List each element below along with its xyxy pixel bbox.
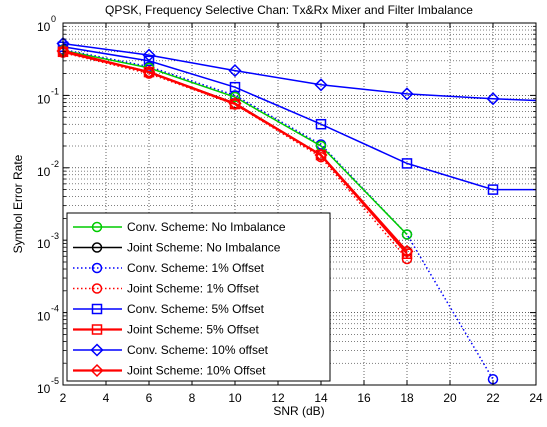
legend-box xyxy=(66,212,331,382)
data-point xyxy=(229,98,241,110)
data-point xyxy=(401,253,413,265)
data-point xyxy=(228,64,242,78)
y-tick-label-exponent: -2 xyxy=(51,159,59,169)
y-tick-label: 10-2 xyxy=(37,159,59,179)
x-tick-label: 22 xyxy=(486,391,500,405)
x-tick-label: 2 xyxy=(60,391,67,405)
series-line xyxy=(62,48,494,380)
y-tick-label-base: 10 xyxy=(37,237,51,251)
y-tick-label-exponent: -5 xyxy=(51,376,59,386)
legend-label: Conv. Scheme: 5% Offset xyxy=(127,302,265,316)
data-point xyxy=(401,229,413,240)
y-tick-label: 10-3 xyxy=(37,231,59,251)
axis-ticks xyxy=(62,22,537,386)
data-point xyxy=(91,242,103,253)
y-tick-label-exponent: -3 xyxy=(51,231,59,241)
data-point xyxy=(91,303,103,315)
legend-label: Joint Scheme: 10% Offset xyxy=(127,364,266,378)
legend-label: Joint Scheme: 5% Offset xyxy=(127,323,260,337)
x-tick-label: 4 xyxy=(103,391,110,405)
data-point xyxy=(401,158,413,169)
y-axis-label: Symbol Error Rate xyxy=(11,154,25,253)
data-point xyxy=(401,248,413,259)
data-point xyxy=(229,81,241,93)
x-tick-label: 16 xyxy=(357,391,371,405)
legend-entry: Conv. Scheme: 5% Offset xyxy=(73,302,265,316)
y-tick-label-base: 10 xyxy=(37,165,51,179)
data-point xyxy=(91,262,103,274)
legend-label: Joint Scheme: No Imbalance xyxy=(127,241,281,255)
data-point xyxy=(91,324,103,335)
x-tick-label: 24 xyxy=(529,391,543,405)
y-tick-label: 10-5 xyxy=(37,376,59,396)
plot-frame xyxy=(62,22,537,386)
series-line xyxy=(62,49,408,236)
series-line xyxy=(62,51,408,260)
legend: Conv. Scheme: No Imbalance Joint Scheme: … xyxy=(66,212,331,382)
data-point xyxy=(315,118,327,130)
y-tick-label-exponent: 0 xyxy=(51,14,56,24)
y-tick-label: 10-4 xyxy=(37,304,59,324)
data-point xyxy=(487,184,499,195)
x-tick-label: 10 xyxy=(228,391,242,405)
data-point xyxy=(91,221,103,233)
data-point xyxy=(142,48,156,62)
y-tick-label-exponent: -4 xyxy=(51,304,59,314)
legend-entry: Joint Scheme: 5% Offset xyxy=(73,323,260,337)
series-layer xyxy=(56,37,537,385)
y-tick-label: 10-1 xyxy=(37,86,59,106)
y-tick-label-base: 10 xyxy=(37,382,51,396)
x-tick-label: 12 xyxy=(271,391,285,405)
x-axis-label: SNR (dB) xyxy=(273,404,324,418)
y-tick-label-base: 10 xyxy=(37,92,51,106)
chart-title: QPSK, Frequency Selective Chan: Tx&Rx Mi… xyxy=(105,3,473,17)
legend-entry: Joint Scheme: No Imbalance xyxy=(73,241,281,255)
data-point xyxy=(90,363,104,378)
series-5 xyxy=(57,46,413,259)
x-tick-label: 8 xyxy=(189,391,196,405)
y-tick-label-base: 10 xyxy=(37,310,51,324)
y-tick-label-base: 10 xyxy=(37,20,51,34)
data-point xyxy=(314,78,328,92)
legend-entry: Joint Scheme: 1% Offset xyxy=(73,282,260,296)
data-point xyxy=(143,55,155,67)
data-point xyxy=(486,92,500,106)
legend-entry: Joint Scheme: 10% Offset xyxy=(73,364,266,378)
series-line xyxy=(62,50,408,255)
legend-label: Conv. Scheme: No Imbalance xyxy=(127,220,286,234)
legend-entry: Conv. Scheme: 1% Offset xyxy=(73,261,265,275)
legend-entry: Conv. Scheme: No Imbalance xyxy=(73,220,286,234)
data-point xyxy=(91,283,103,294)
y-tick-label-exponent: -1 xyxy=(51,86,59,96)
legend-label: Conv. Scheme: 1% Offset xyxy=(127,261,265,275)
data-point xyxy=(229,91,241,103)
data-point xyxy=(90,343,104,357)
data-point xyxy=(315,149,327,161)
legend-entry: Conv. Scheme: 10% offset xyxy=(73,343,269,357)
legend-label: Joint Scheme: 1% Offset xyxy=(127,282,260,296)
y-tick-label: 100 xyxy=(37,14,56,34)
x-axis-tick-labels: 2 4 6 8 10 12 14 16 18 20 22 24 xyxy=(60,391,543,405)
x-tick-label: 6 xyxy=(146,391,153,405)
legend-label: Conv. Scheme: 10% offset xyxy=(127,343,269,357)
series-line xyxy=(62,42,537,102)
x-tick-label: 18 xyxy=(400,391,414,405)
x-tick-label: 14 xyxy=(314,391,328,405)
data-point xyxy=(400,87,414,101)
data-point xyxy=(143,66,155,78)
x-tick-label: 20 xyxy=(443,391,457,405)
